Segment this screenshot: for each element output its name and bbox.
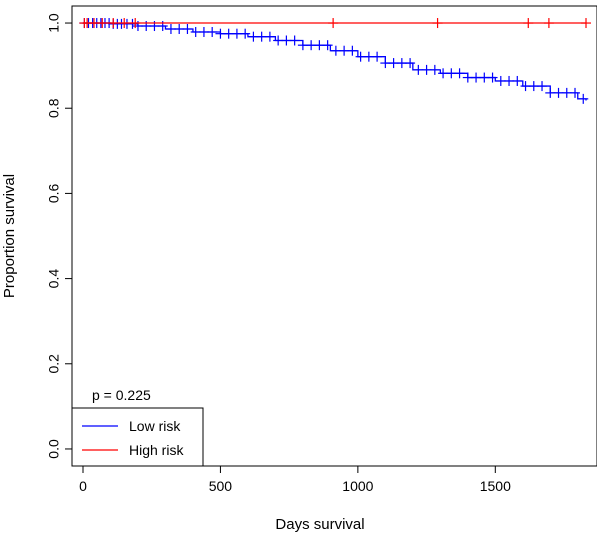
y-tick-label-1: 0.2 (46, 354, 62, 374)
censor-mark-low-risk-55 (487, 72, 498, 83)
legend: Low risk High risk (71, 407, 204, 467)
x-tick-label-0: 0 (79, 478, 87, 494)
legend-box (71, 407, 204, 467)
censor-mark-high-risk-11 (581, 18, 592, 29)
censor-mark-low-risk-35 (322, 40, 333, 51)
y-axis: 0.0 0.2 0.4 0.6 0.8 1.0 (46, 13, 72, 459)
censor-mark-low-risk-48 (429, 64, 440, 75)
censor-mark-high-risk-6 (130, 18, 141, 29)
series-line-low-risk (82, 22, 587, 101)
censor-mark-low-risk-11 (127, 18, 138, 29)
censor-mark-low-risk-66 (578, 93, 589, 104)
censor-mark-low-risk-38 (347, 45, 358, 56)
x-axis-label: Days survival (275, 516, 364, 533)
censor-mark-low-risk-21 (207, 26, 218, 37)
censor-mark-low-risk-25 (240, 28, 251, 39)
y-tick-label-0: 0.0 (46, 439, 62, 459)
censor-mark-low-risk-51 (454, 68, 465, 79)
censor-mark-high-risk-4 (108, 18, 119, 29)
censor-mark-low-risk-41 (372, 51, 383, 62)
y-tick-label-2: 0.4 (46, 269, 62, 289)
p-value-annotation: p = 0.225 (92, 387, 151, 403)
censor-mark-high-risk-5 (119, 18, 130, 29)
censor-mark-low-risk-28 (264, 31, 275, 42)
x-tick-label-2: 1000 (342, 478, 373, 494)
censor-mark-high-risk-9 (523, 18, 534, 29)
plot-frame (71, 5, 597, 467)
censor-mark-low-risk-45 (405, 58, 416, 69)
censor-mark-high-risk-7 (328, 18, 339, 29)
legend-label-low-risk: Low risk (129, 418, 181, 434)
legend-label-high-risk: High risk (129, 442, 184, 458)
x-tick-label-1: 500 (209, 478, 233, 494)
x-tick-label-3: 1500 (480, 478, 511, 494)
censor-mark-low-risk-58 (512, 75, 523, 86)
censor-mark-high-risk-8 (432, 18, 443, 29)
censor-mark-low-risk-18 (182, 24, 193, 34)
y-tick-label-5: 1.0 (46, 13, 62, 33)
x-axis: 0 500 1000 1500 (79, 466, 511, 494)
y-axis-label: Proportion survival (1, 174, 18, 298)
censor-mark-low-risk-65 (570, 87, 581, 98)
censor-mark-high-risk-10 (543, 18, 554, 29)
censor-mark-low-risk-61 (537, 81, 548, 92)
y-tick-label-3: 0.6 (46, 183, 62, 203)
censor-mark-high-risk-3 (97, 18, 108, 29)
censor-mark-low-risk-31 (289, 35, 300, 46)
y-tick-label-4: 0.8 (46, 98, 62, 118)
plot-area (79, 18, 592, 104)
